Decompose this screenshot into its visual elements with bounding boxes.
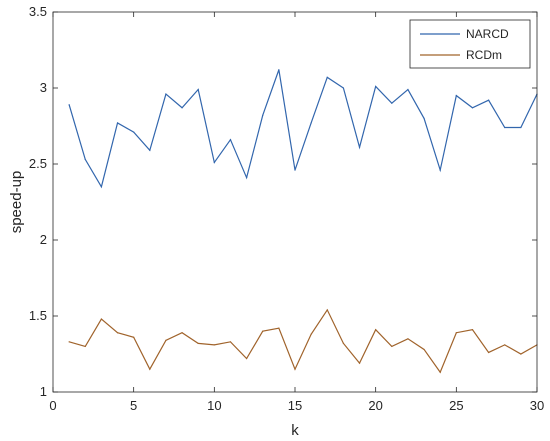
- data-point-rcdm: [213, 344, 215, 346]
- data-point-narcd: [358, 146, 361, 148]
- data-point-narcd: [294, 169, 296, 171]
- data-point-narcd: [246, 177, 248, 179]
- y-axis-label: speed-up: [8, 171, 25, 234]
- data-point-narcd: [262, 114, 264, 116]
- data-point-narcd: [278, 69, 280, 71]
- data-point-rcdm: [133, 336, 135, 338]
- data-point-rcdm: [407, 338, 409, 340]
- data-point-narcd: [133, 131, 135, 133]
- data-point-rcdm: [439, 371, 441, 373]
- data-point-rcdm: [488, 351, 490, 354]
- data-point-rcdm: [278, 327, 280, 329]
- data-point-rcdm: [84, 345, 86, 347]
- x-tick-label: 15: [288, 398, 302, 413]
- data-point-rcdm: [100, 318, 102, 320]
- x-tick-label: 10: [207, 398, 221, 413]
- data-point-rcdm: [310, 333, 312, 335]
- data-point-narcd: [520, 126, 522, 129]
- series-line-narcd: [68, 69, 538, 189]
- legend: NARCD RCDm: [409, 19, 531, 69]
- data-point-narcd: [181, 107, 183, 109]
- data-point-narcd: [149, 149, 151, 151]
- y-tick-label: 2.5: [29, 156, 47, 171]
- data-point-rcdm: [262, 330, 264, 332]
- legend-label-rcdm: RCDm: [466, 48, 502, 62]
- y-tick-label: 3.5: [29, 4, 47, 19]
- y-tick-label: 2: [40, 232, 47, 247]
- series-line-rcdm: [68, 308, 538, 374]
- data-point-rcdm: [342, 342, 344, 344]
- data-point-rcdm: [504, 344, 506, 346]
- x-tick-label: 25: [449, 398, 463, 413]
- data-point-narcd: [455, 95, 457, 97]
- data-point-rcdm: [165, 339, 167, 341]
- data-point-rcdm: [455, 332, 457, 334]
- tick-layer: 0 5 10 15 20 25 30 1 1.5 2 2.5 3 3.5: [29, 4, 544, 413]
- data-point-narcd: [84, 158, 86, 161]
- plot-area: [53, 12, 537, 392]
- data-point-rcdm: [391, 345, 393, 347]
- x-tick-label: 20: [368, 398, 382, 413]
- data-point-narcd: [229, 139, 232, 141]
- data-point-rcdm: [116, 332, 119, 334]
- y-tick-label: 1.5: [29, 308, 47, 323]
- y-tick-label: 3: [40, 80, 47, 95]
- data-point-narcd: [504, 126, 506, 129]
- legend-box: [409, 19, 531, 69]
- legend-label-narcd: NARCD: [466, 27, 509, 41]
- data-point-rcdm: [520, 353, 522, 355]
- data-point-narcd: [471, 107, 474, 109]
- data-point-narcd: [342, 87, 344, 89]
- data-point-narcd: [488, 99, 490, 101]
- data-point-rcdm: [229, 341, 232, 343]
- data-point-narcd: [439, 169, 441, 171]
- data-point-narcd: [213, 161, 215, 164]
- data-point-rcdm: [471, 329, 474, 331]
- x-tick-label: 30: [530, 398, 544, 413]
- data-point-narcd: [326, 76, 328, 78]
- data-point-narcd: [68, 104, 70, 106]
- data-point-rcdm: [294, 368, 296, 370]
- data-point-narcd: [100, 186, 102, 188]
- x-axis-label: k: [291, 422, 299, 439]
- series-layer: [68, 69, 538, 374]
- data-point-narcd: [165, 93, 167, 95]
- data-point-rcdm: [149, 368, 151, 370]
- data-point-rcdm: [375, 329, 377, 331]
- data-point-rcdm: [246, 357, 248, 360]
- data-point-narcd: [116, 122, 119, 124]
- x-tick-label: 0: [49, 398, 56, 413]
- data-point-rcdm: [423, 348, 425, 351]
- y-tick-label: 1: [40, 384, 47, 399]
- data-point-rcdm: [181, 332, 183, 334]
- data-point-rcdm: [197, 342, 199, 344]
- data-point-narcd: [423, 117, 425, 119]
- data-point-rcdm: [326, 309, 328, 311]
- data-point-narcd: [375, 85, 377, 88]
- data-point-rcdm: [68, 341, 70, 343]
- data-point-narcd: [391, 102, 393, 104]
- data-point-narcd: [407, 88, 409, 91]
- x-tick-label: 5: [130, 398, 137, 413]
- data-point-rcdm: [358, 362, 361, 364]
- data-point-narcd: [197, 88, 199, 91]
- data-point-narcd: [310, 122, 312, 124]
